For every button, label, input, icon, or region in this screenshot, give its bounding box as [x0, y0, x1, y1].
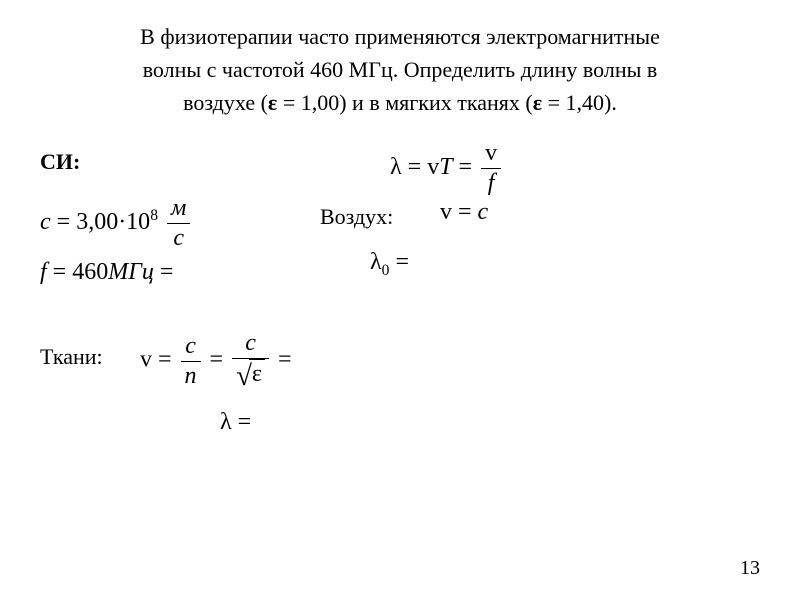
vt-lhs: v = — [140, 347, 178, 373]
title-eps2: ε — [533, 90, 542, 115]
lambda-zero: λ0 = — [370, 249, 409, 276]
vt-f2-num: c — [232, 329, 269, 359]
c-exp: 8 — [150, 207, 158, 224]
title-line3c: = 1,40). — [542, 90, 617, 115]
frequency-formula: f = 460МГц = — [40, 259, 173, 286]
lf-eq: = — [232, 409, 252, 435]
lambda-final: λ = — [220, 409, 251, 436]
v-sym: v — [440, 199, 452, 225]
title-line3a: воздухе ( — [183, 90, 268, 115]
v-equals-c: v = c — [440, 199, 488, 226]
title-line1: В физиотерапии часто применяются электро… — [140, 24, 660, 49]
lambda-sym: λ — [390, 154, 402, 180]
vt-tail: = — [272, 347, 292, 373]
vt-frac1: c n — [181, 332, 201, 391]
speed-of-light-formula: c = 3,00·108 м с — [40, 194, 193, 253]
tissue-label: Ткани: — [40, 344, 103, 370]
vt-f1-num: c — [181, 332, 201, 362]
lambda-eq2: = — [453, 154, 479, 180]
problem-title: В физиотерапии часто применяются электро… — [40, 20, 760, 119]
si-label: СИ: — [40, 149, 80, 175]
lambda-v: v — [427, 154, 439, 180]
vt-f1-den: n — [181, 362, 201, 391]
vt-f2-den: √ε — [232, 359, 269, 394]
wavelength-formula: λ = vT = v f — [390, 139, 504, 198]
page-number: 13 — [740, 557, 760, 580]
c-unit-den: с — [167, 224, 190, 253]
f-unit: МГц — [108, 259, 154, 285]
f-eq: = 460 — [47, 259, 109, 285]
title-line3b: = 1,00) и в мягких тканях ( — [277, 90, 532, 115]
lambda0-eq: = — [389, 249, 409, 275]
vt-frac2: c √ε — [232, 329, 269, 393]
c-eq: = 3,00·10 — [51, 209, 151, 235]
f-var: f — [40, 259, 47, 285]
vt-mid: = — [204, 347, 230, 373]
c-unit-frac: м с — [167, 194, 190, 253]
c-sym: c — [478, 199, 489, 225]
lambda-frac: v f — [481, 139, 501, 198]
lambda-T: T — [439, 154, 452, 180]
c-var: c — [40, 209, 51, 235]
lambda-eq1: = — [402, 154, 428, 180]
v-tissue-formula: v = c n = c √ε = — [140, 329, 292, 393]
lambda0-sym: λ — [370, 249, 382, 275]
lambda-den: f — [481, 169, 501, 198]
lf-sym: λ — [220, 409, 232, 435]
title-eps1: ε — [268, 90, 277, 115]
lambda-num: v — [481, 139, 501, 169]
f-tail: = — [154, 259, 174, 285]
c-unit-num: м — [167, 194, 190, 224]
air-label: Воздух: — [320, 204, 393, 230]
vt-sqrt-eps: ε — [249, 359, 265, 389]
title-line2: волны с частотой 460 МГц. Определить дли… — [143, 57, 658, 82]
